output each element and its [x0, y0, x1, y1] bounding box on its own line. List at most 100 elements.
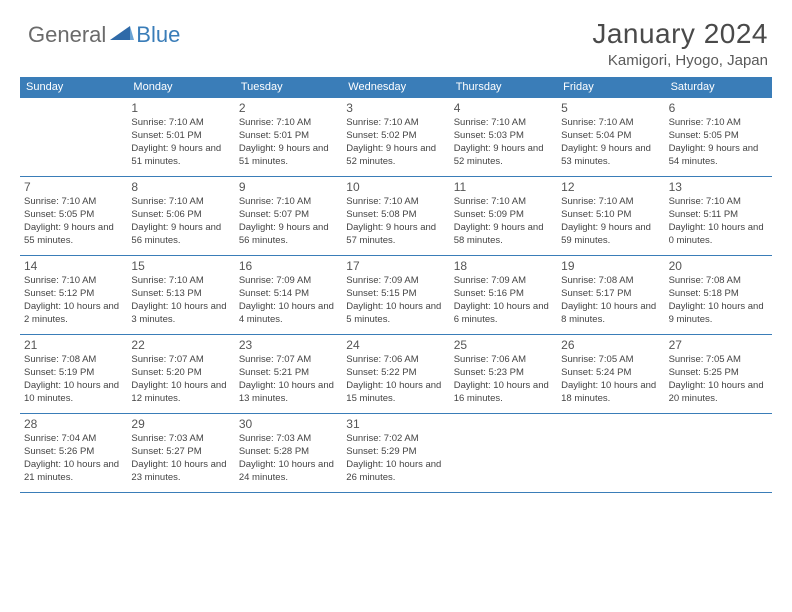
- sunrise-line: Sunrise: 7:10 AM: [131, 117, 230, 130]
- weekday-header-row: SundayMondayTuesdayWednesdayThursdayFrid…: [20, 77, 772, 97]
- sunrise-line: Sunrise: 7:03 AM: [239, 433, 338, 446]
- sunrise-line: Sunrise: 7:08 AM: [24, 354, 123, 367]
- calendar-day-cell: 8Sunrise: 7:10 AMSunset: 5:06 PMDaylight…: [127, 177, 234, 255]
- sunrise-line: Sunrise: 7:04 AM: [24, 433, 123, 446]
- calendar-day-cell: 27Sunrise: 7:05 AMSunset: 5:25 PMDayligh…: [665, 335, 772, 413]
- day-number: 23: [239, 337, 338, 353]
- weekday-header: Wednesday: [342, 77, 449, 97]
- day-number: 4: [454, 100, 553, 116]
- daylight-line: Daylight: 9 hours and 52 minutes.: [346, 143, 445, 169]
- weekday-header: Sunday: [20, 77, 127, 97]
- daylight-line: Daylight: 9 hours and 51 minutes.: [239, 143, 338, 169]
- day-number: 13: [669, 179, 768, 195]
- daylight-line: Daylight: 9 hours and 53 minutes.: [561, 143, 660, 169]
- sunrise-line: Sunrise: 7:07 AM: [131, 354, 230, 367]
- day-number: 17: [346, 258, 445, 274]
- calendar-day-cell: [557, 414, 664, 492]
- calendar-day-cell: 22Sunrise: 7:07 AMSunset: 5:20 PMDayligh…: [127, 335, 234, 413]
- sunrise-line: Sunrise: 7:10 AM: [454, 117, 553, 130]
- sunrise-line: Sunrise: 7:06 AM: [454, 354, 553, 367]
- day-number: 29: [131, 416, 230, 432]
- calendar-day-cell: 18Sunrise: 7:09 AMSunset: 5:16 PMDayligh…: [450, 256, 557, 334]
- daylight-line: Daylight: 9 hours and 57 minutes.: [346, 222, 445, 248]
- sunrise-line: Sunrise: 7:09 AM: [454, 275, 553, 288]
- day-number: 8: [131, 179, 230, 195]
- sunrise-line: Sunrise: 7:05 AM: [561, 354, 660, 367]
- sunset-line: Sunset: 5:19 PM: [24, 367, 123, 380]
- calendar-day-cell: 9Sunrise: 7:10 AMSunset: 5:07 PMDaylight…: [235, 177, 342, 255]
- calendar-day-cell: 29Sunrise: 7:03 AMSunset: 5:27 PMDayligh…: [127, 414, 234, 492]
- day-number: 27: [669, 337, 768, 353]
- day-number: 28: [24, 416, 123, 432]
- sunrise-line: Sunrise: 7:03 AM: [131, 433, 230, 446]
- calendar-day-cell: 31Sunrise: 7:02 AMSunset: 5:29 PMDayligh…: [342, 414, 449, 492]
- calendar-grid: SundayMondayTuesdayWednesdayThursdayFrid…: [20, 77, 772, 493]
- sunrise-line: Sunrise: 7:09 AM: [346, 275, 445, 288]
- sunrise-line: Sunrise: 7:10 AM: [239, 196, 338, 209]
- sunrise-line: Sunrise: 7:06 AM: [346, 354, 445, 367]
- sunset-line: Sunset: 5:01 PM: [131, 130, 230, 143]
- day-number: 25: [454, 337, 553, 353]
- day-number: 18: [454, 258, 553, 274]
- day-number: 26: [561, 337, 660, 353]
- calendar-day-cell: 15Sunrise: 7:10 AMSunset: 5:13 PMDayligh…: [127, 256, 234, 334]
- calendar-day-cell: 26Sunrise: 7:05 AMSunset: 5:24 PMDayligh…: [557, 335, 664, 413]
- calendar-day-cell: 19Sunrise: 7:08 AMSunset: 5:17 PMDayligh…: [557, 256, 664, 334]
- sunrise-line: Sunrise: 7:10 AM: [669, 117, 768, 130]
- weekday-header: Thursday: [450, 77, 557, 97]
- daylight-line: Daylight: 9 hours and 58 minutes.: [454, 222, 553, 248]
- sunrise-line: Sunrise: 7:07 AM: [239, 354, 338, 367]
- sunset-line: Sunset: 5:06 PM: [131, 209, 230, 222]
- sunset-line: Sunset: 5:23 PM: [454, 367, 553, 380]
- sunset-line: Sunset: 5:14 PM: [239, 288, 338, 301]
- sunset-line: Sunset: 5:16 PM: [454, 288, 553, 301]
- day-number: 7: [24, 179, 123, 195]
- sunset-line: Sunset: 5:26 PM: [24, 446, 123, 459]
- calendar-day-cell: 10Sunrise: 7:10 AMSunset: 5:08 PMDayligh…: [342, 177, 449, 255]
- location-subtitle: Kamigori, Hyogo, Japan: [20, 52, 768, 69]
- logo-text-blue: Blue: [136, 22, 180, 48]
- calendar-day-cell: 30Sunrise: 7:03 AMSunset: 5:28 PMDayligh…: [235, 414, 342, 492]
- sunrise-line: Sunrise: 7:10 AM: [346, 117, 445, 130]
- calendar-day-cell: [665, 414, 772, 492]
- sunset-line: Sunset: 5:04 PM: [561, 130, 660, 143]
- calendar-day-cell: [20, 98, 127, 176]
- sunset-line: Sunset: 5:13 PM: [131, 288, 230, 301]
- calendar-day-cell: 21Sunrise: 7:08 AMSunset: 5:19 PMDayligh…: [20, 335, 127, 413]
- sunrise-line: Sunrise: 7:10 AM: [346, 196, 445, 209]
- sunset-line: Sunset: 5:12 PM: [24, 288, 123, 301]
- day-number: 19: [561, 258, 660, 274]
- sunset-line: Sunset: 5:20 PM: [131, 367, 230, 380]
- sunset-line: Sunset: 5:22 PM: [346, 367, 445, 380]
- sunset-line: Sunset: 5:10 PM: [561, 209, 660, 222]
- sunset-line: Sunset: 5:24 PM: [561, 367, 660, 380]
- day-number: 5: [561, 100, 660, 116]
- calendar-day-cell: 4Sunrise: 7:10 AMSunset: 5:03 PMDaylight…: [450, 98, 557, 176]
- day-number: 21: [24, 337, 123, 353]
- daylight-line: Daylight: 10 hours and 8 minutes.: [561, 301, 660, 327]
- sunset-line: Sunset: 5:08 PM: [346, 209, 445, 222]
- sunset-line: Sunset: 5:05 PM: [24, 209, 123, 222]
- calendar-day-cell: 7Sunrise: 7:10 AMSunset: 5:05 PMDaylight…: [20, 177, 127, 255]
- day-number: 2: [239, 100, 338, 116]
- sunrise-line: Sunrise: 7:10 AM: [24, 275, 123, 288]
- daylight-line: Daylight: 10 hours and 16 minutes.: [454, 380, 553, 406]
- logo-text-general: General: [28, 22, 106, 48]
- sunset-line: Sunset: 5:21 PM: [239, 367, 338, 380]
- sunset-line: Sunset: 5:27 PM: [131, 446, 230, 459]
- sunset-line: Sunset: 5:29 PM: [346, 446, 445, 459]
- daylight-line: Daylight: 9 hours and 55 minutes.: [24, 222, 123, 248]
- sunset-line: Sunset: 5:15 PM: [346, 288, 445, 301]
- sunset-line: Sunset: 5:02 PM: [346, 130, 445, 143]
- calendar-day-cell: 14Sunrise: 7:10 AMSunset: 5:12 PMDayligh…: [20, 256, 127, 334]
- calendar-day-cell: 16Sunrise: 7:09 AMSunset: 5:14 PMDayligh…: [235, 256, 342, 334]
- day-number: 12: [561, 179, 660, 195]
- daylight-line: Daylight: 9 hours and 59 minutes.: [561, 222, 660, 248]
- daylight-line: Daylight: 10 hours and 4 minutes.: [239, 301, 338, 327]
- calendar-day-cell: 3Sunrise: 7:10 AMSunset: 5:02 PMDaylight…: [342, 98, 449, 176]
- day-number: 15: [131, 258, 230, 274]
- daylight-line: Daylight: 10 hours and 10 minutes.: [24, 380, 123, 406]
- day-number: 10: [346, 179, 445, 195]
- sunset-line: Sunset: 5:01 PM: [239, 130, 338, 143]
- calendar-day-cell: [450, 414, 557, 492]
